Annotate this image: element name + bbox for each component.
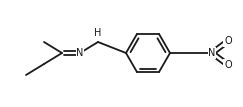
Text: N: N bbox=[76, 48, 84, 58]
Text: O: O bbox=[224, 36, 232, 46]
Text: N: N bbox=[208, 48, 216, 58]
Text: H: H bbox=[94, 28, 102, 38]
Text: O: O bbox=[224, 60, 232, 70]
